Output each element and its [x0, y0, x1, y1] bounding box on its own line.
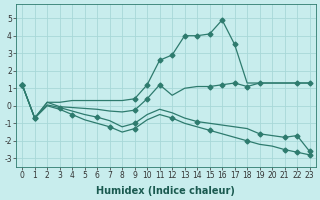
X-axis label: Humidex (Indice chaleur): Humidex (Indice chaleur) [96, 186, 235, 196]
